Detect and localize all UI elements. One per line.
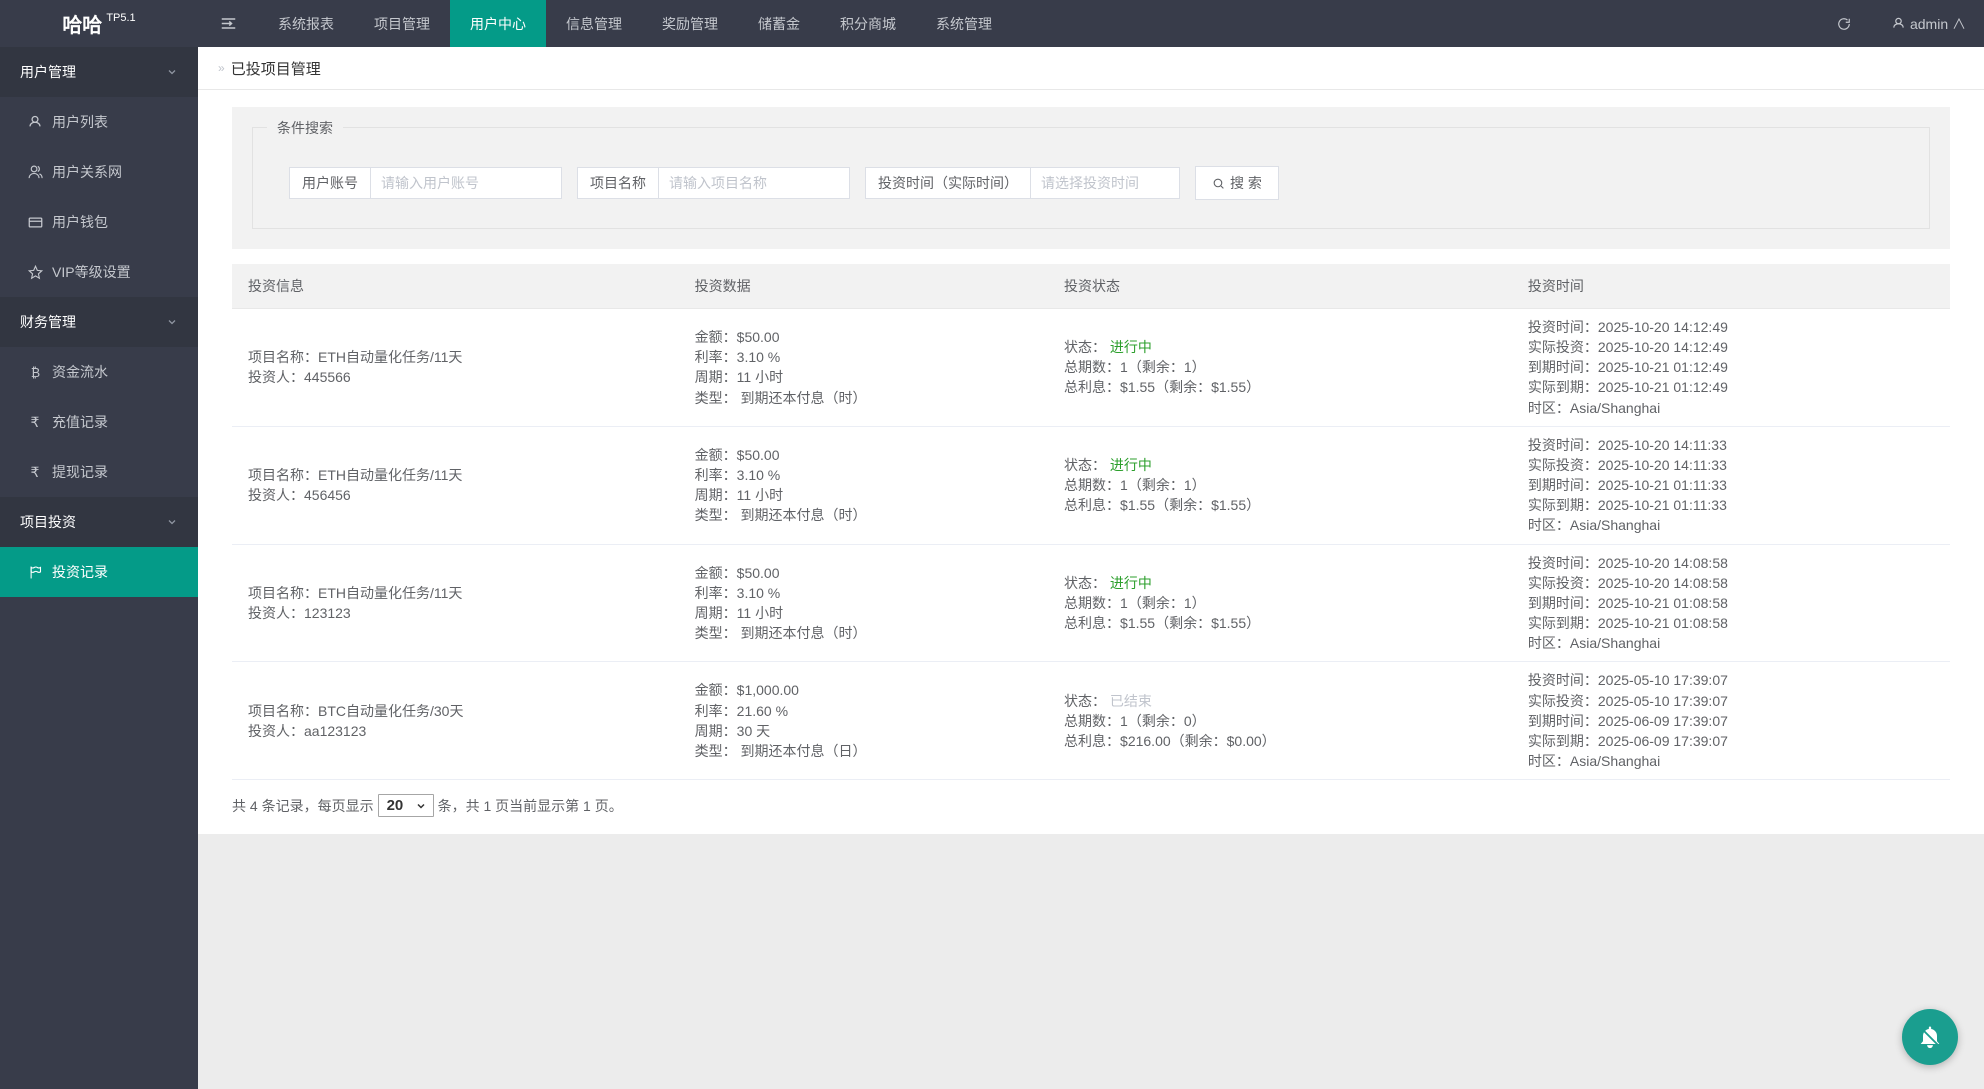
svg-text:₿: ₿ (30, 365, 39, 379)
